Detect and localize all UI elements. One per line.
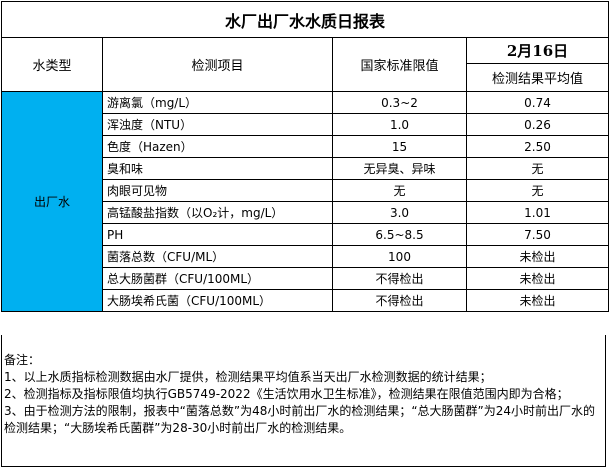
item: 大肠埃希氏菌（CFU/100ML） — [102, 289, 333, 312]
item: 高锰酸盐指数（以O₂计，mg/L） — [102, 201, 333, 224]
header-limit: 国家标准限值 — [332, 37, 467, 92]
item: 肉眼可见物 — [102, 179, 333, 202]
table-row: 总大肠菌群（CFU/100ML） 不得检出 未检出 — [2, 267, 609, 290]
item: 菌落总数（CFU/ML） — [102, 245, 333, 268]
item: 色度（Hazen） — [102, 135, 333, 158]
table-row: 肉眼可见物无无 — [2, 179, 609, 202]
table-row: 高锰酸盐指数（以O₂计，mg/L） 3.0 1.01 — [2, 201, 609, 224]
value: 无 — [465, 179, 609, 202]
value: 2.50 — [465, 135, 609, 158]
table-row: 菌落总数（CFU/ML） 100 未检出 — [2, 245, 609, 268]
value: 0.74 — [465, 91, 609, 114]
table-row: 大肠埃希氏菌（CFU/100ML） 不得检出 未检出 — [2, 289, 609, 312]
water-quality-table: 水厂出厂水水质日报表 水类型 检测项目 国家标准限值 2月16日 检测结果平均值… — [0, 1, 609, 312]
note-line: 备注： — [4, 353, 41, 367]
item: 臭和味 — [102, 157, 333, 180]
limit: 0.3~2 — [332, 91, 467, 114]
header-item: 检测项目 — [102, 37, 333, 92]
limit: 100 — [332, 245, 467, 268]
header-result: 检测结果平均值 — [465, 63, 609, 92]
value: 未检出 — [465, 267, 609, 290]
limit: 6.5~8.5 — [332, 223, 467, 246]
item: PH — [102, 223, 333, 246]
water-type: 出厂水 — [1, 91, 103, 312]
header-date: 2月16日 — [465, 37, 609, 64]
value: 1.01 — [465, 201, 609, 224]
limit: 不得检出 — [332, 289, 467, 312]
value: 7.50 — [465, 223, 609, 246]
note-line: 2、检测指标及指标限值均执行GB5749-2022《生活饮用水卫生标准》，检测结… — [4, 387, 569, 401]
value: 未检出 — [465, 289, 609, 312]
note-line: 3、由于检测方法的限制，报表中“菌落总数”为48小时前出厂水的检测结果；“总大肠… — [4, 404, 596, 435]
table-row: 出厂水 游离氯（mg/L） 0.3~2 0.74 — [1, 91, 609, 312]
value: 未检出 — [465, 245, 609, 268]
limit: 1.0 — [332, 113, 467, 136]
limit: 不得检出 — [332, 267, 467, 290]
value: 无 — [465, 157, 609, 180]
item: 浑浊度（NTU） — [102, 113, 333, 136]
table-row: 色度（Hazen） 15 2.50 — [2, 135, 609, 158]
table-row: PH 6.5~8.5 7.50 — [2, 223, 609, 246]
limit: 无 — [332, 179, 467, 202]
limit: 15 — [332, 135, 467, 158]
item: 总大肠菌群（CFU/100ML） — [102, 267, 333, 290]
header-type: 水类型 — [1, 37, 103, 92]
limit: 无异臭、异味 — [332, 157, 467, 180]
limit: 3.0 — [332, 201, 467, 224]
report-title: 水厂出厂水水质日报表 — [0, 1, 609, 38]
note-line: 1、以上水质指标检测数据由水厂提供，检测结果平均值系当天出厂水检测数据的统计结果… — [4, 370, 492, 384]
notes: 备注： 1、以上水质指标检测数据由水厂提供，检测结果平均值系当天出厂水检测数据的统… — [1, 335, 606, 467]
item: 游离氯（mg/L） — [102, 91, 333, 114]
value: 0.26 — [465, 113, 609, 136]
